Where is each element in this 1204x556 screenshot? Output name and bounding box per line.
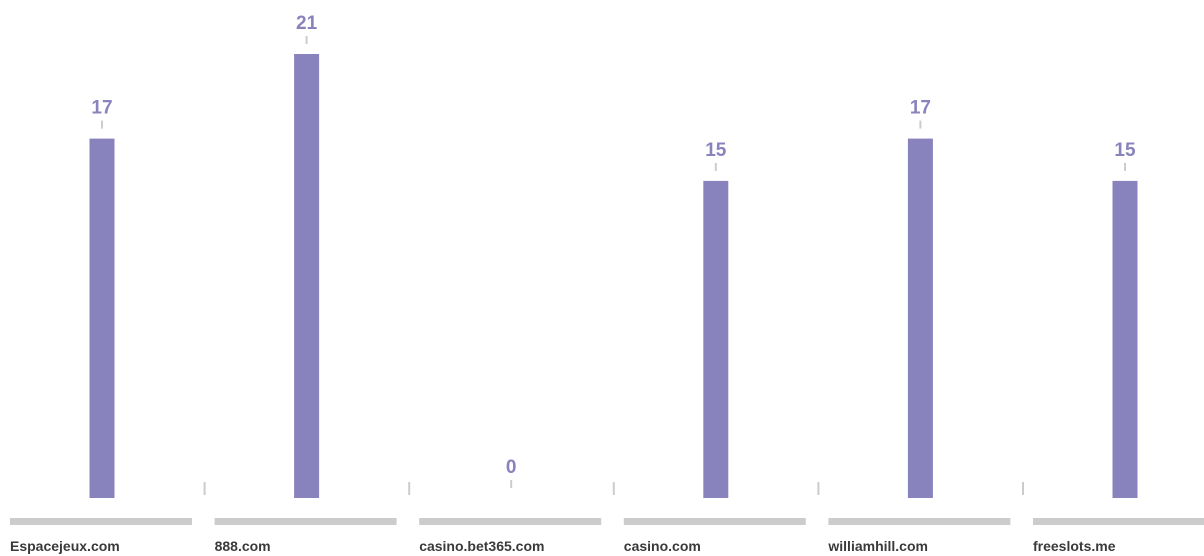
category-label-4: williamhill.com bbox=[827, 538, 928, 554]
value-label-2: 0 bbox=[506, 457, 517, 478]
bar-4 bbox=[907, 138, 933, 498]
axis-strip-1 bbox=[214, 518, 397, 525]
category-label-1: 888.com bbox=[215, 538, 271, 554]
axis-strip-2 bbox=[419, 518, 602, 525]
category-label-0: Espacejeux.com bbox=[10, 538, 120, 554]
bar-3 bbox=[703, 180, 729, 498]
category-label-5: freeslots.me bbox=[1033, 538, 1116, 554]
value-label-1: 21 bbox=[296, 13, 318, 34]
category-label-3: casino.com bbox=[624, 538, 701, 554]
bar-1 bbox=[294, 54, 320, 498]
axis-strip-0 bbox=[10, 518, 192, 525]
axis-strip-4 bbox=[828, 518, 1011, 525]
category-label-2: casino.bet365.com bbox=[419, 538, 544, 554]
bar-5 bbox=[1112, 180, 1138, 498]
value-label-3: 15 bbox=[705, 140, 727, 161]
value-label-5: 15 bbox=[1114, 140, 1136, 161]
axis-strip-5 bbox=[1033, 518, 1204, 525]
value-label-0: 17 bbox=[91, 98, 112, 119]
axis-strip-3 bbox=[623, 518, 806, 525]
bar-0 bbox=[89, 138, 115, 498]
value-label-4: 17 bbox=[910, 98, 931, 119]
